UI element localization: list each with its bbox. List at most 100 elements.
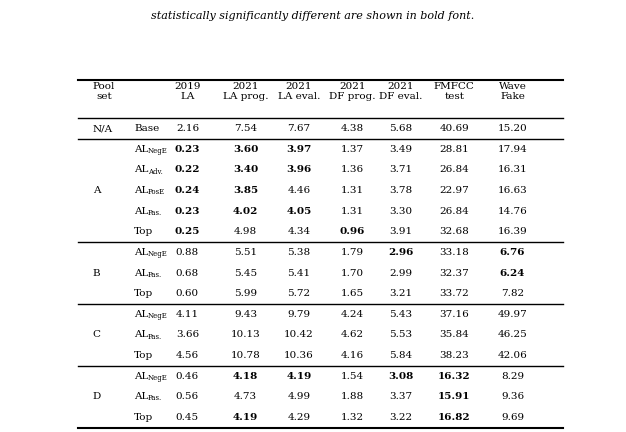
Text: 0.56: 0.56 xyxy=(176,392,199,401)
Text: 16.32: 16.32 xyxy=(438,372,471,381)
Text: 33.18: 33.18 xyxy=(439,248,469,257)
Text: 2021
DF eval.: 2021 DF eval. xyxy=(379,82,423,101)
Text: 4.16: 4.16 xyxy=(341,351,364,360)
Text: 28.81: 28.81 xyxy=(439,145,469,154)
Text: 26.84: 26.84 xyxy=(439,206,469,216)
Text: 4.38: 4.38 xyxy=(341,124,364,133)
Text: Top: Top xyxy=(134,289,153,298)
Text: 3.71: 3.71 xyxy=(389,165,413,175)
Text: AL: AL xyxy=(134,145,148,154)
Text: 2.96: 2.96 xyxy=(388,248,414,257)
Text: 9.79: 9.79 xyxy=(287,310,310,319)
Text: FMFCC
test: FMFCC test xyxy=(434,82,475,101)
Text: Pas.: Pas. xyxy=(148,271,162,279)
Text: 33.72: 33.72 xyxy=(439,289,469,298)
Text: Pas.: Pas. xyxy=(148,209,162,217)
Text: 5.41: 5.41 xyxy=(287,269,310,277)
Text: 0.24: 0.24 xyxy=(175,186,200,195)
Text: 3.40: 3.40 xyxy=(233,165,259,175)
Text: 37.16: 37.16 xyxy=(439,310,469,319)
Text: 0.25: 0.25 xyxy=(175,227,200,236)
Text: 1.54: 1.54 xyxy=(341,372,364,381)
Text: PosE: PosE xyxy=(148,188,165,196)
Text: 3.08: 3.08 xyxy=(388,372,414,381)
Text: 1.36: 1.36 xyxy=(341,165,364,175)
Text: 2.16: 2.16 xyxy=(176,124,199,133)
Text: 4.98: 4.98 xyxy=(234,227,257,236)
Text: NegE: NegE xyxy=(148,147,167,155)
Text: 5.43: 5.43 xyxy=(389,310,413,319)
Text: 9.36: 9.36 xyxy=(501,392,524,401)
Text: 0.45: 0.45 xyxy=(176,413,199,422)
Text: 9.43: 9.43 xyxy=(234,310,257,319)
Text: 3.91: 3.91 xyxy=(389,227,413,236)
Text: 0.23: 0.23 xyxy=(175,206,200,216)
Text: 4.73: 4.73 xyxy=(234,392,257,401)
Text: 2021
DF prog.: 2021 DF prog. xyxy=(329,82,376,101)
Text: 3.60: 3.60 xyxy=(233,145,259,154)
Text: 0.46: 0.46 xyxy=(176,372,199,381)
Text: NegE: NegE xyxy=(148,374,167,382)
Text: AL: AL xyxy=(134,248,148,257)
Text: 4.62: 4.62 xyxy=(341,330,364,340)
Text: Wave
Fake: Wave Fake xyxy=(498,82,526,101)
Text: 10.13: 10.13 xyxy=(231,330,260,340)
Text: 4.34: 4.34 xyxy=(287,227,310,236)
Text: 32.68: 32.68 xyxy=(439,227,469,236)
Text: 5.72: 5.72 xyxy=(287,289,310,298)
Text: 40.69: 40.69 xyxy=(439,124,469,133)
Text: 1.65: 1.65 xyxy=(341,289,364,298)
Text: 5.51: 5.51 xyxy=(234,248,257,257)
Text: 49.97: 49.97 xyxy=(498,310,527,319)
Text: 35.84: 35.84 xyxy=(439,330,469,340)
Text: 4.56: 4.56 xyxy=(176,351,199,360)
Text: Pas.: Pas. xyxy=(148,333,162,340)
Text: AL: AL xyxy=(134,392,148,401)
Text: 16.39: 16.39 xyxy=(498,227,527,236)
Text: 4.29: 4.29 xyxy=(287,413,310,422)
Text: 8.29: 8.29 xyxy=(501,372,524,381)
Text: 3.37: 3.37 xyxy=(389,392,413,401)
Text: 42.06: 42.06 xyxy=(498,351,527,360)
Text: 3.85: 3.85 xyxy=(233,186,258,195)
Text: 5.99: 5.99 xyxy=(234,289,257,298)
Text: 2019
LA: 2019 LA xyxy=(174,82,201,101)
Text: 46.25: 46.25 xyxy=(498,330,527,340)
Text: 1.88: 1.88 xyxy=(341,392,364,401)
Text: 1.79: 1.79 xyxy=(341,248,364,257)
Text: 1.32: 1.32 xyxy=(341,413,364,422)
Text: 26.84: 26.84 xyxy=(439,165,469,175)
Text: D: D xyxy=(93,392,101,401)
Text: Top: Top xyxy=(134,227,153,236)
Text: NegE: NegE xyxy=(148,250,167,258)
Text: 1.37: 1.37 xyxy=(341,145,364,154)
Text: 7.67: 7.67 xyxy=(287,124,310,133)
Text: C: C xyxy=(93,330,101,340)
Text: 5.53: 5.53 xyxy=(389,330,413,340)
Text: 3.22: 3.22 xyxy=(389,413,413,422)
Text: 4.99: 4.99 xyxy=(287,392,310,401)
Text: NegE: NegE xyxy=(148,312,167,320)
Text: 16.82: 16.82 xyxy=(438,413,471,422)
Text: Pas.: Pas. xyxy=(148,394,162,403)
Text: AL: AL xyxy=(134,310,148,319)
Text: Top: Top xyxy=(134,351,153,360)
Text: 0.60: 0.60 xyxy=(176,289,199,298)
Text: 5.45: 5.45 xyxy=(234,269,257,277)
Text: 2021
LA eval.: 2021 LA eval. xyxy=(278,82,320,101)
Text: 4.02: 4.02 xyxy=(233,206,259,216)
Text: Base: Base xyxy=(134,124,159,133)
Text: 10.78: 10.78 xyxy=(231,351,260,360)
Text: 3.49: 3.49 xyxy=(389,145,413,154)
Text: 17.94: 17.94 xyxy=(498,145,527,154)
Text: A: A xyxy=(93,186,100,195)
Text: AL: AL xyxy=(134,269,148,277)
Text: 3.66: 3.66 xyxy=(176,330,199,340)
Text: 4.19: 4.19 xyxy=(286,372,312,381)
Text: 1.31: 1.31 xyxy=(341,186,364,195)
Text: 32.37: 32.37 xyxy=(439,269,469,277)
Text: Top: Top xyxy=(134,413,153,422)
Text: 4.19: 4.19 xyxy=(233,413,259,422)
Text: 3.96: 3.96 xyxy=(286,165,312,175)
Text: AL: AL xyxy=(134,165,148,175)
